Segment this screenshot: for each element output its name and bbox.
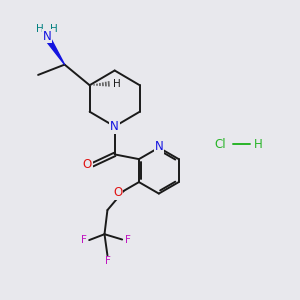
Text: N: N bbox=[110, 120, 119, 133]
Text: F: F bbox=[81, 235, 87, 245]
Text: F: F bbox=[124, 235, 130, 244]
Text: H: H bbox=[36, 24, 43, 34]
Text: O: O bbox=[83, 158, 92, 171]
Text: H: H bbox=[50, 24, 58, 34]
Text: F: F bbox=[104, 256, 110, 266]
Text: H: H bbox=[113, 79, 121, 89]
Text: Cl: Cl bbox=[215, 138, 226, 151]
Polygon shape bbox=[46, 38, 64, 64]
Text: N: N bbox=[43, 30, 51, 43]
Text: H: H bbox=[254, 138, 263, 151]
Text: N: N bbox=[154, 140, 163, 153]
Text: O: O bbox=[113, 186, 122, 199]
